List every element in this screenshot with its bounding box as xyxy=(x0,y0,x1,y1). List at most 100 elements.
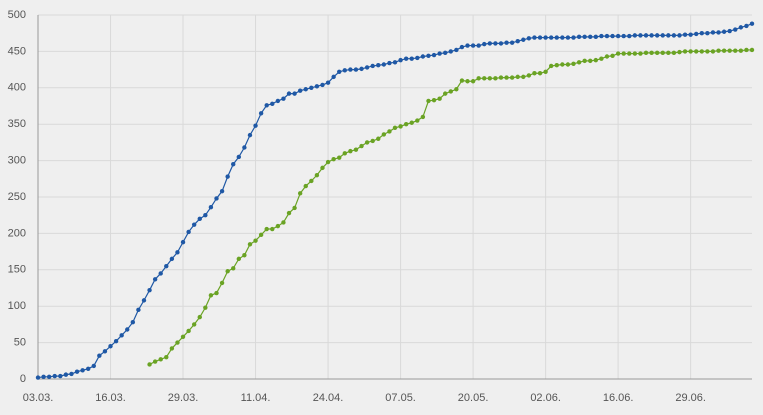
data-point xyxy=(504,40,509,45)
data-point xyxy=(576,34,582,40)
data-point xyxy=(671,33,677,38)
data-point xyxy=(526,36,532,41)
data-point xyxy=(588,58,593,64)
data-point xyxy=(454,87,459,92)
data-point xyxy=(593,57,599,63)
data-point xyxy=(320,82,325,88)
data-point xyxy=(403,122,409,127)
data-point xyxy=(286,210,292,216)
data-point xyxy=(35,375,41,380)
data-point xyxy=(292,91,297,96)
data-point xyxy=(398,57,403,63)
data-point xyxy=(649,33,654,38)
data-point xyxy=(275,223,281,229)
data-point xyxy=(721,48,727,53)
data-point xyxy=(443,50,448,56)
data-point xyxy=(509,75,515,80)
data-point xyxy=(604,54,610,59)
y-tick-label: 500 xyxy=(8,9,26,21)
data-point xyxy=(175,250,180,255)
x-tick-label: 02.06. xyxy=(530,392,561,404)
data-point xyxy=(582,34,587,40)
data-point xyxy=(482,76,487,81)
data-point xyxy=(236,256,242,262)
data-point xyxy=(169,346,175,351)
data-point xyxy=(705,31,710,36)
data-point xyxy=(733,48,738,53)
x-tick-label: 03.03. xyxy=(23,392,54,404)
data-point xyxy=(219,188,225,194)
data-point xyxy=(465,79,470,84)
data-point xyxy=(643,33,649,38)
data-point xyxy=(398,124,403,129)
data-point xyxy=(682,32,688,37)
data-point xyxy=(376,63,381,68)
data-point xyxy=(297,88,303,93)
data-point xyxy=(448,89,453,94)
data-point xyxy=(191,322,197,327)
data-point xyxy=(415,55,420,61)
data-point xyxy=(543,35,548,40)
data-point xyxy=(526,73,532,78)
data-point xyxy=(370,63,375,69)
data-point xyxy=(392,60,398,65)
data-point xyxy=(320,165,325,171)
data-point xyxy=(102,349,108,354)
data-point xyxy=(186,328,191,334)
data-point xyxy=(136,307,141,313)
data-point xyxy=(415,118,420,123)
data-point xyxy=(682,49,688,54)
data-point xyxy=(671,50,677,56)
data-point xyxy=(459,78,465,83)
data-point xyxy=(253,238,258,243)
data-point xyxy=(571,61,576,66)
data-point xyxy=(141,298,147,303)
data-point xyxy=(97,353,102,358)
data-point xyxy=(509,40,515,45)
data-point xyxy=(376,136,381,141)
data-point xyxy=(654,50,660,56)
data-point xyxy=(710,30,716,35)
data-point xyxy=(705,49,710,54)
data-point xyxy=(325,80,331,85)
data-point xyxy=(353,67,359,72)
data-point xyxy=(247,242,253,247)
data-point xyxy=(721,29,727,34)
data-point xyxy=(258,232,264,238)
data-point xyxy=(677,33,682,38)
data-point xyxy=(493,41,498,46)
data-point xyxy=(482,41,487,47)
data-point xyxy=(359,66,364,72)
data-point xyxy=(588,34,593,40)
data-point xyxy=(281,96,286,101)
data-point xyxy=(353,147,359,152)
data-point xyxy=(231,266,236,271)
data-point xyxy=(487,41,493,46)
y-tick-label: 250 xyxy=(8,191,26,203)
data-point xyxy=(431,52,437,58)
data-point xyxy=(113,338,119,344)
data-point xyxy=(604,33,610,39)
data-point xyxy=(381,132,387,137)
data-point xyxy=(733,27,738,32)
data-point xyxy=(621,33,626,39)
data-point xyxy=(197,216,202,222)
x-tick-label: 29.06. xyxy=(675,392,706,404)
data-point xyxy=(203,213,208,218)
data-point xyxy=(610,33,615,39)
data-point xyxy=(694,31,699,37)
data-point xyxy=(303,183,308,189)
data-point xyxy=(627,51,632,56)
y-tick-label: 350 xyxy=(8,118,26,130)
data-point xyxy=(292,205,297,211)
data-point xyxy=(164,354,169,360)
data-point xyxy=(152,277,158,282)
data-point xyxy=(437,96,442,101)
series-line xyxy=(149,49,752,365)
data-point xyxy=(443,91,448,96)
data-point xyxy=(716,48,721,53)
data-point xyxy=(632,51,638,56)
data-point xyxy=(476,43,481,48)
